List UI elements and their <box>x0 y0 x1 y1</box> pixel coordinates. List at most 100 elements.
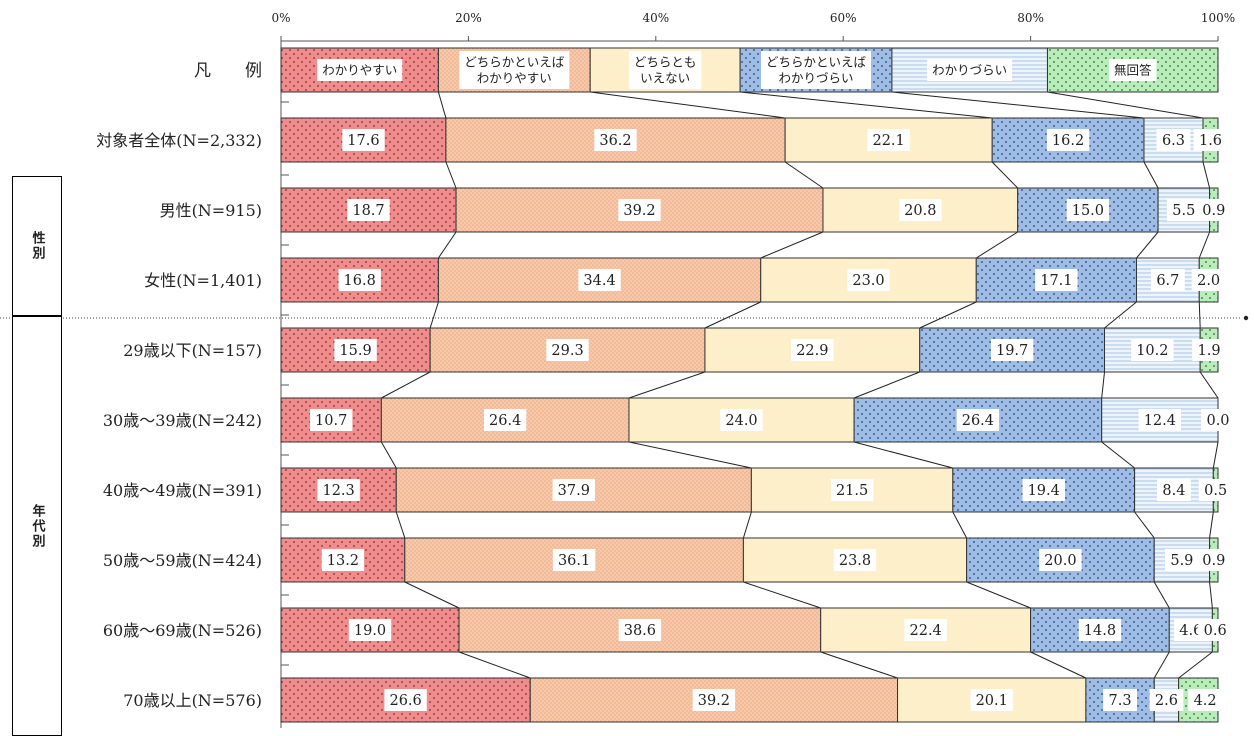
data-label: 0.0 <box>1206 413 1229 429</box>
connector-line <box>381 371 431 399</box>
data-label: 14.8 <box>1084 623 1116 639</box>
x-tick-label: 60% <box>830 11 857 25</box>
data-label: 12.4 <box>1144 413 1176 429</box>
connector-line <box>1198 301 1201 329</box>
data-label: 26.6 <box>389 693 421 709</box>
connector-line <box>1136 231 1159 259</box>
connector-line <box>1198 231 1211 259</box>
data-label-bg <box>791 339 834 361</box>
data-label-bg <box>1046 129 1090 151</box>
data-label-bg <box>317 479 360 501</box>
data-label-bg <box>618 619 662 641</box>
connector-line <box>991 161 1019 189</box>
connector-line <box>1178 651 1213 679</box>
data-label: 19.7 <box>996 343 1028 359</box>
data-label-bg <box>618 199 661 221</box>
connector-line <box>1202 161 1211 189</box>
data-label-bg <box>338 269 381 291</box>
data-label-bg <box>1188 689 1222 711</box>
x-tick-label: 80% <box>1017 11 1044 25</box>
data-label: 23.0 <box>852 273 884 289</box>
data-label: 20.8 <box>904 203 936 219</box>
connector-line <box>743 581 821 609</box>
data-label: 2.0 <box>1197 273 1220 289</box>
legend-entry: どちらかといえばわかりやすい <box>464 55 565 86</box>
legend-entry: どちらともいえない <box>634 55 697 86</box>
data-label-bg <box>899 199 942 221</box>
legend-entry: 無回答 <box>1114 63 1152 78</box>
connector-line <box>395 511 406 539</box>
connector-line <box>952 511 968 539</box>
data-label: 6.7 <box>1156 273 1179 289</box>
data-label: 17.1 <box>1040 273 1072 289</box>
data-label: 24.0 <box>725 413 757 429</box>
connector-line <box>1134 511 1155 539</box>
legend-entry: どちらかといえばわかりづらい <box>766 55 867 86</box>
data-label-bg <box>1196 199 1231 221</box>
connector-line <box>429 301 439 329</box>
data-label: 0.5 <box>1204 483 1227 499</box>
connector-line <box>445 161 457 189</box>
data-label-bg <box>1149 689 1184 711</box>
data-label: 13.2 <box>327 553 359 569</box>
x-tick-label: 20% <box>455 11 482 25</box>
connector-line <box>966 581 1031 609</box>
data-label-bg <box>1198 479 1233 501</box>
data-label-bg <box>1193 129 1228 151</box>
data-label: 1.6 <box>1199 133 1222 149</box>
legend-label-bg <box>1108 59 1157 81</box>
connector-line <box>438 231 457 259</box>
data-label: 1.9 <box>1198 343 1221 359</box>
connector-line <box>1143 161 1159 189</box>
x-tick-label: 0% <box>271 11 290 25</box>
data-label-bg <box>1164 549 1199 571</box>
data-label-bg <box>1066 199 1110 221</box>
data-label: 22.4 <box>910 623 942 639</box>
data-label: 29.3 <box>551 343 583 359</box>
data-label-bg <box>1191 269 1226 291</box>
data-label: 38.6 <box>624 623 656 639</box>
axis-layer: 0% 20% 40% 60% 80% 100% <box>0 11 1249 728</box>
category-label: 30歳～39歳(N=242) <box>103 411 262 430</box>
connector-line <box>853 371 920 399</box>
connector-line <box>704 301 761 329</box>
category-label: 男性(N=915) <box>160 201 262 220</box>
legend-entry: わかりやすい <box>322 63 397 78</box>
data-label-bg <box>1103 689 1137 711</box>
data-label-bg <box>1131 339 1174 361</box>
data-label: 36.1 <box>558 553 590 569</box>
connector-line <box>404 581 460 609</box>
data-label-bg <box>334 339 377 361</box>
data-label-bg <box>830 479 874 501</box>
data-label-bg <box>578 269 621 291</box>
category-label: 29歳以下(N=157) <box>123 341 262 360</box>
legend-label-bg <box>628 51 702 89</box>
data-label: 19.4 <box>1028 483 1060 499</box>
connector-line <box>784 161 824 189</box>
data-label: 16.8 <box>344 273 376 289</box>
category-label: 50歳～59歳(N=424) <box>103 551 262 570</box>
data-label: 2.6 <box>1155 693 1178 709</box>
connector-line <box>919 301 977 329</box>
data-label-bg <box>546 339 589 361</box>
category-label: 対象者全体(N=2,332) <box>96 131 262 150</box>
connector-line <box>1101 441 1135 469</box>
connector-line <box>740 91 993 119</box>
connector-line <box>975 231 1018 259</box>
legend-label-bg <box>927 59 1013 81</box>
connector-line <box>1104 301 1137 329</box>
connector-line <box>1047 91 1204 119</box>
data-label: 18.7 <box>352 203 384 219</box>
data-label: 15.9 <box>339 343 371 359</box>
data-label: 5.5 <box>1172 203 1195 219</box>
connector-line <box>1209 511 1214 539</box>
data-label-bg <box>970 689 1013 711</box>
data-label: 23.8 <box>839 553 871 569</box>
connector-line <box>1209 581 1213 609</box>
data-label-bg <box>904 619 947 641</box>
data-label-bg <box>720 409 763 431</box>
labels-layer: 凡 例 わかりやすい どちらかといえばわかりやすい どちらともいえない どちらかといえば… <box>96 51 1235 711</box>
data-label: 17.6 <box>347 133 379 149</box>
data-label-bg <box>990 339 1034 361</box>
